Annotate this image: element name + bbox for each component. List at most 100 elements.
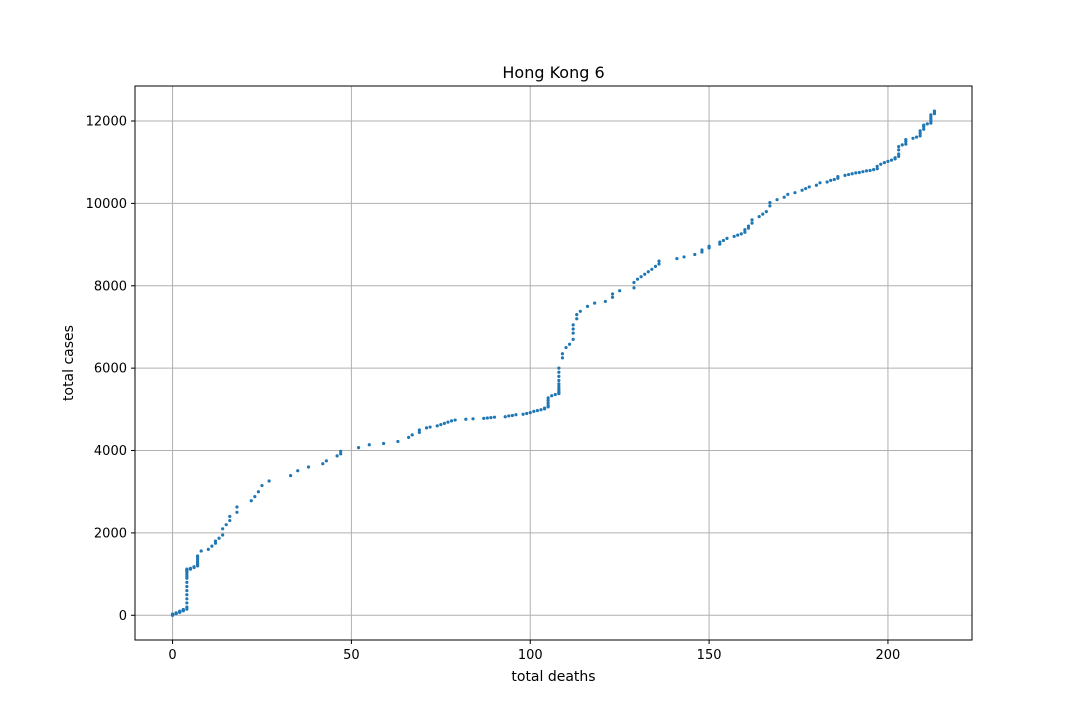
data-point [482,416,486,420]
data-point [367,443,371,447]
data-point [417,428,421,432]
data-point [818,181,822,185]
data-point [296,469,300,473]
data-point [396,439,400,444]
data-point [732,234,736,238]
data-point [571,327,575,331]
data-points [170,109,937,617]
data-point [918,131,922,135]
data-point [192,565,196,569]
data-point [471,417,475,421]
data-point [503,415,507,419]
data-point [914,135,919,139]
data-point [653,264,658,269]
data-point [814,183,819,187]
data-point [521,412,525,416]
data-point [249,499,253,503]
data-point [424,426,429,430]
data-point [335,454,339,458]
data-point [557,370,561,374]
data-point [843,173,847,177]
data-point [199,549,203,553]
y-tick-label: 4000 [94,444,127,459]
data-point [210,544,214,548]
data-point [882,161,886,165]
data-point [485,416,489,420]
data-point [185,584,189,589]
data-point [868,168,872,173]
data-point [553,392,557,397]
data-point [532,409,536,413]
data-point [256,490,261,494]
data-point [306,465,311,469]
data-point [228,514,232,519]
x-tick-label: 50 [343,648,360,663]
data-point [535,408,540,413]
data-point [646,270,650,274]
data-point [635,277,640,281]
data-point [324,459,328,463]
data-point [757,214,761,219]
data-point [632,286,636,290]
data-point [185,580,189,584]
data-point [639,275,643,279]
data-point [185,597,189,601]
data-point [381,441,386,446]
data-point [900,143,904,147]
data-point [746,224,751,228]
data-point [610,295,615,299]
data-point [750,218,754,222]
data-point [879,162,883,166]
data-point [693,252,697,257]
data-point [546,403,550,407]
data-point [321,462,325,466]
data-point [489,415,493,420]
data-point [829,178,833,182]
y-tick-label: 10000 [86,197,127,212]
data-point [417,430,421,435]
data-point [850,172,854,176]
data-point [528,411,532,415]
y-tick-label: 6000 [94,362,127,377]
data-point [557,384,561,388]
data-point [893,156,897,160]
data-point [782,195,786,199]
data-point [288,474,293,478]
data-point [188,566,193,570]
data-point [560,356,565,360]
data-point [922,123,926,127]
data-point [235,510,239,514]
data-point [206,547,210,551]
data-point [185,601,189,605]
data-point [725,236,729,241]
data-point [514,413,518,417]
data-point [185,605,189,609]
data-point [410,433,414,437]
data-point [217,536,221,540]
data-point [854,171,858,175]
x-tick-label: 150 [697,648,722,663]
data-point [578,309,582,313]
data-point [603,299,607,304]
data-point [775,198,779,202]
data-point [846,172,851,177]
data-point [557,382,561,386]
data-point [339,449,343,453]
data-point [567,342,572,346]
data-point [442,421,447,425]
data-point [571,331,575,335]
data-point [593,301,597,305]
data-point [800,188,804,192]
data-point [546,396,550,400]
data-point [861,170,865,174]
data-point [807,185,811,189]
data-point [560,352,565,356]
x-tick-label: 0 [168,648,176,663]
data-point [918,134,922,138]
data-point [453,418,457,422]
y-tick-label: 2000 [94,526,127,541]
data-point [925,122,929,126]
data-point [185,593,189,597]
data-point [339,452,343,456]
y-axis-label: total cases [61,325,77,401]
